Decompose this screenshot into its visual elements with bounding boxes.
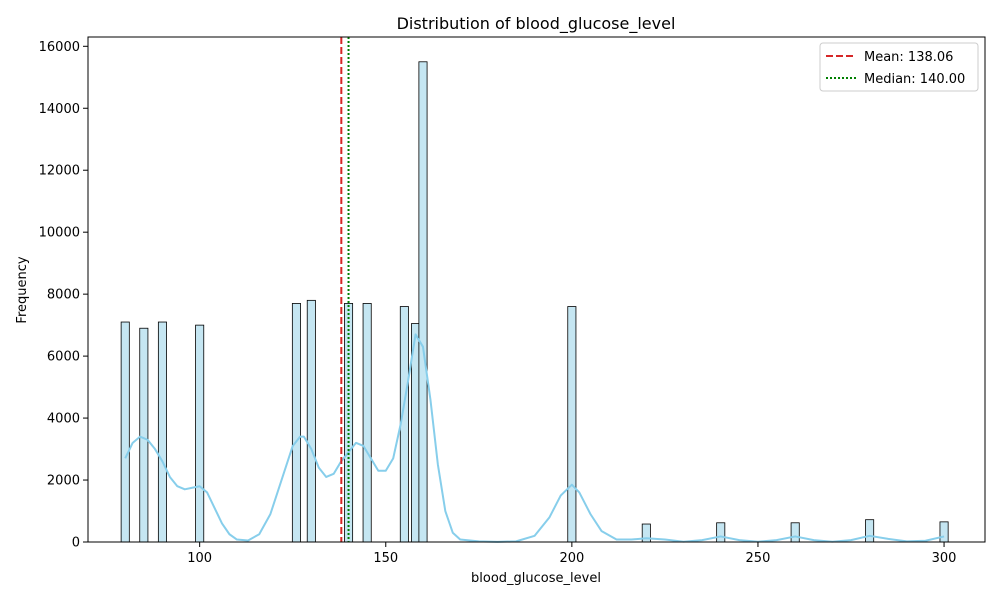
chart-title: Distribution of blood_glucose_level [397, 14, 676, 34]
histogram-bar [120, 321, 130, 543]
histogram-bar [139, 327, 149, 543]
y-axis-label: Frequency [15, 256, 30, 323]
legend-mean-label: Mean: 138.06 [864, 50, 953, 65]
y-tick-label: 12000 [39, 164, 80, 179]
x-tick-label: 250 [746, 551, 771, 566]
x-tick-label: 150 [373, 551, 398, 566]
y-tick-label: 0 [72, 536, 80, 551]
histogram-bar [865, 519, 875, 543]
legend-median-label: Median: 140.00 [864, 72, 965, 87]
histogram-bar [306, 299, 316, 543]
x-tick-label: 300 [932, 551, 957, 566]
axes-frame [87, 36, 986, 543]
y-tick-label: 14000 [39, 102, 80, 117]
y-tick-label: 2000 [47, 474, 80, 489]
y-tick-label: 16000 [39, 40, 80, 55]
y-tick-label: 10000 [39, 226, 80, 241]
reference-lines-group [340, 37, 350, 542]
histogram-bar [291, 303, 301, 543]
histogram-bar [157, 321, 167, 543]
x-tick-label: 100 [187, 551, 212, 566]
y-tick-label: 6000 [47, 350, 80, 365]
y-tick-label: 8000 [47, 288, 80, 303]
histogram-bar [716, 522, 726, 543]
histogram-bar [418, 61, 428, 543]
kde-group [124, 333, 945, 543]
x-axis-label: blood_glucose_level [471, 571, 601, 586]
histogram-bar [939, 521, 949, 543]
histogram-bar [790, 522, 800, 543]
legend: Mean: 138.06 Median: 140.00 [819, 42, 979, 92]
kde-curve [124, 333, 945, 543]
x-tick-label: 200 [559, 551, 584, 566]
y-tick-label: 4000 [47, 412, 80, 427]
x-axis-ticks: 100 150 200 250 300 [187, 542, 956, 566]
legend-box [819, 42, 979, 92]
histogram-bar [567, 306, 577, 543]
histogram-bar [362, 303, 372, 543]
bars-group [120, 61, 949, 543]
histogram-bar [195, 324, 205, 543]
y-axis-ticks: 0 2000 4000 6000 8000 10000 12000 14000 16000 [39, 40, 88, 551]
